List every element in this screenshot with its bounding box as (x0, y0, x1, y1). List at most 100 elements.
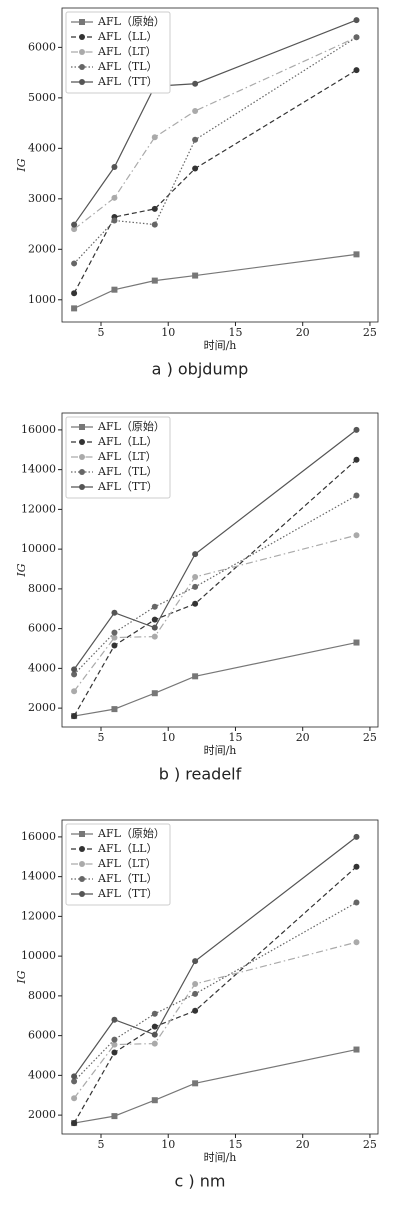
y-tick-label: 10000 (21, 542, 56, 555)
x-tick-label: 5 (97, 731, 104, 744)
marker (111, 1036, 118, 1043)
marker (79, 454, 85, 460)
marker (71, 688, 78, 695)
marker (353, 899, 360, 906)
marker (151, 1040, 158, 1047)
marker (111, 642, 118, 649)
legend-label: AFL（原始） (97, 826, 165, 840)
legend-label: AFL（LT） (97, 857, 157, 870)
marker (79, 484, 85, 490)
x-tick-label: 20 (296, 326, 310, 339)
marker (79, 469, 85, 475)
y-tick-label: 10000 (21, 949, 56, 962)
y-tick-label: 14000 (21, 463, 56, 476)
marker (151, 1023, 158, 1030)
marker (151, 616, 158, 623)
marker (79, 79, 85, 85)
x-tick-label: 25 (363, 326, 377, 339)
x-axis-label: 时间/h (204, 744, 237, 757)
marker (192, 107, 199, 114)
marker (151, 633, 158, 640)
marker (71, 666, 78, 673)
y-tick-label: 4000 (28, 1068, 56, 1081)
x-tick-label: 20 (296, 1138, 310, 1151)
marker (353, 251, 360, 258)
caption: c ) nm (175, 1172, 226, 1191)
series-line (73, 69, 357, 294)
legend-label: AFL（原始） (97, 419, 165, 433)
marker (79, 49, 85, 55)
y-tick-label: 8000 (28, 989, 56, 1002)
marker (192, 958, 199, 965)
marker (192, 1080, 199, 1087)
marker (111, 217, 118, 224)
marker (353, 492, 360, 499)
marker (71, 1095, 78, 1102)
x-axis-label: 时间/h (204, 339, 237, 352)
y-tick-label: 4000 (28, 141, 56, 154)
plot-frame (61, 819, 379, 1135)
marker (111, 194, 118, 201)
y-axis-label: IG (15, 970, 28, 984)
marker (192, 165, 199, 172)
x-tick-label: 25 (363, 1138, 377, 1151)
plot-frame (61, 7, 379, 323)
marker (353, 456, 360, 463)
marker (192, 673, 199, 680)
marker (192, 136, 199, 143)
legend-box (65, 823, 171, 906)
marker (192, 990, 199, 997)
x-tick-label: 5 (97, 1138, 104, 1151)
y-tick-label: 12000 (21, 502, 56, 515)
marker (151, 134, 158, 141)
legend-label: AFL（LT） (97, 45, 157, 58)
marker (79, 846, 85, 852)
marker (151, 1010, 158, 1017)
marker (79, 34, 85, 40)
marker (111, 1113, 118, 1120)
marker (79, 861, 85, 867)
marker (71, 1078, 78, 1085)
marker (71, 671, 78, 678)
marker (353, 833, 360, 840)
marker (151, 205, 158, 212)
marker (71, 1073, 78, 1080)
legend-label: AFL（TL） (97, 60, 158, 73)
legend-label: AFL（TT） (97, 480, 158, 493)
marker (79, 64, 85, 70)
marker (151, 277, 158, 284)
series-line (74, 1048, 357, 1124)
marker (111, 164, 118, 171)
legend-label: AFL（LL） (97, 435, 158, 448)
caption: a ) objdump (152, 360, 249, 379)
legend-label: AFL（LL） (97, 842, 158, 855)
legend-label: AFL（TL） (97, 465, 158, 478)
y-tick-label: 8000 (28, 582, 56, 595)
marker (192, 573, 199, 580)
marker (111, 1016, 118, 1023)
y-tick-label: 6000 (28, 1029, 56, 1042)
marker (79, 424, 85, 430)
y-axis-label: IG (15, 158, 28, 172)
marker (151, 603, 158, 610)
marker (151, 1097, 158, 1104)
marker (71, 290, 78, 297)
marker (71, 1120, 78, 1127)
y-tick-label: 16000 (21, 830, 56, 843)
marker (79, 876, 85, 882)
legend-label: AFL（原始） (97, 14, 165, 28)
marker (79, 19, 85, 25)
y-tick-label: 16000 (21, 423, 56, 436)
y-tick-label: 1000 (28, 293, 56, 306)
chart-panel: 5 10 15 20 25 2000 4000 6000 8000 10000 12000 14000… (15, 412, 379, 784)
marker (151, 624, 158, 631)
marker (111, 286, 118, 293)
x-tick-label: 15 (228, 731, 242, 744)
marker (192, 272, 199, 279)
x-tick-label: 15 (228, 1138, 242, 1151)
series-line (74, 641, 357, 717)
legend-label: AFL（TL） (97, 872, 158, 885)
marker (111, 706, 118, 713)
y-tick-label: 14000 (21, 870, 56, 883)
